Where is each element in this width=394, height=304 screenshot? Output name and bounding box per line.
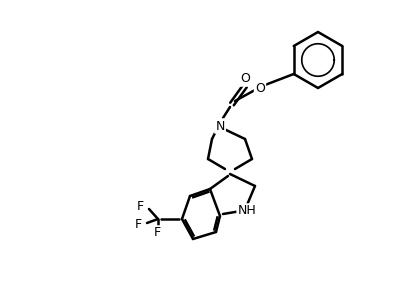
Text: F: F <box>153 226 161 240</box>
Text: F: F <box>134 217 141 230</box>
Text: NH: NH <box>238 205 256 217</box>
Text: N: N <box>215 119 225 133</box>
Text: O: O <box>240 72 250 85</box>
Text: F: F <box>136 199 143 212</box>
Text: O: O <box>255 81 265 95</box>
